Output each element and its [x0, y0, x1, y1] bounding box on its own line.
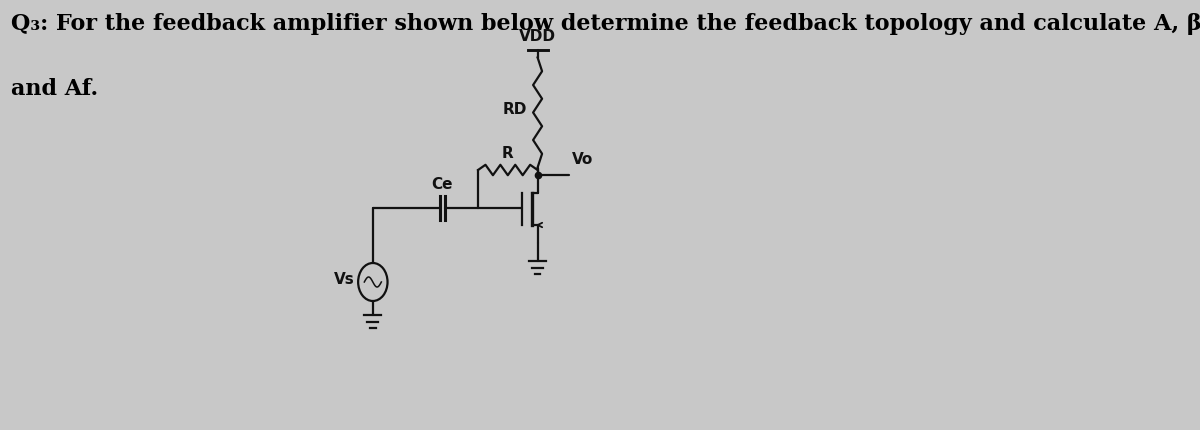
Text: R: R — [502, 146, 514, 161]
Text: Ce: Ce — [432, 177, 454, 191]
Text: and Af.: and Af. — [11, 77, 98, 99]
Text: Q₃: For the feedback amplifier shown below determine the feedback topology and c: Q₃: For the feedback amplifier shown bel… — [11, 13, 1200, 35]
Text: VDD: VDD — [520, 29, 556, 44]
Text: Vs: Vs — [334, 271, 354, 286]
Text: Vo: Vo — [571, 152, 593, 166]
Text: RD: RD — [503, 102, 527, 117]
